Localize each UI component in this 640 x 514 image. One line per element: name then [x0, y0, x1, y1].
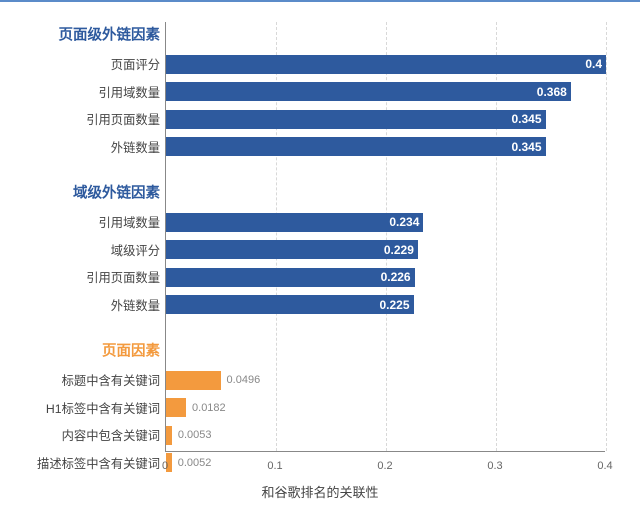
bar-value-label: 0.229: [384, 243, 414, 257]
plot-area: 0.4 0.368 0.345 0.345 0.234 0.229 0.226 0.225 0.…: [165, 22, 605, 452]
bar-category-label: 引用域数量: [99, 213, 161, 231]
bar-category-label: 引用域数量: [99, 83, 161, 101]
bar-category-label: 内容中包含关键词: [62, 426, 160, 444]
bar-value-label: 0.368: [537, 85, 567, 99]
section-header: 页面级外链因素: [59, 24, 161, 45]
x-tick: 0: [162, 460, 168, 472]
gridline: [606, 22, 607, 451]
bar-category-label: 标题中含有关键词: [62, 371, 160, 389]
bar: [166, 82, 571, 101]
bar-row: 0.234: [166, 213, 423, 232]
bar: [166, 371, 221, 390]
bar-row: 0.225: [166, 295, 414, 314]
x-axis-title: 和谷歌排名的关联性: [0, 482, 640, 501]
x-tick: 0.4: [597, 460, 612, 472]
bar-value-label: 0.0052: [178, 457, 212, 469]
bar: [166, 295, 414, 314]
bar-row: 0.226: [166, 268, 415, 287]
section-header: 域级外链因素: [73, 182, 160, 203]
bar-row: 0.345: [166, 137, 546, 156]
bar-value-label: 0.226: [381, 270, 411, 284]
bar: [166, 426, 172, 445]
bar-row: 0.368: [166, 82, 571, 101]
bar-category-label: 外链数量: [111, 296, 160, 314]
section-header: 页面因素: [102, 340, 160, 361]
bar-row: 0.345: [166, 110, 546, 129]
bar: [166, 398, 186, 417]
bar: [166, 55, 606, 74]
bar-row: 0.4: [166, 55, 606, 74]
bar: [166, 240, 418, 259]
x-tick: 0.1: [267, 460, 282, 472]
bar-value-label: 0.234: [389, 215, 419, 229]
bar-category-label: H1标签中含有关键词: [46, 399, 160, 417]
x-tick: 0.2: [377, 460, 392, 472]
x-tick: 0.3: [487, 460, 502, 472]
bar-row: 0.229: [166, 240, 418, 259]
bar-value-label: 0.0182: [192, 402, 226, 414]
bar-value-label: 0.345: [511, 140, 541, 154]
bar-row: 0.0182: [166, 398, 186, 417]
bar-value-label: 0.225: [379, 298, 409, 312]
bar-category-label: 页面评分: [111, 55, 160, 73]
bar-category-label: 描述标签中含有关键词: [37, 454, 160, 472]
bar-category-label: 引用页面数量: [86, 110, 160, 128]
bar-row: 0.0053: [166, 426, 172, 445]
bar: [166, 137, 546, 156]
bar-value-label: 0.0496: [227, 374, 261, 386]
bar-category-label: 引用页面数量: [86, 268, 160, 286]
correlation-chart: 0.4 0.368 0.345 0.345 0.234 0.229 0.226 0.225 0.…: [0, 0, 640, 514]
bar-category-label: 域级评分: [111, 241, 160, 259]
bar-value-label: 0.0053: [178, 429, 212, 441]
bar-value-label: 0.4: [585, 57, 602, 71]
bar: [166, 110, 546, 129]
bar: [166, 213, 423, 232]
bar-row: 0.0496: [166, 371, 221, 390]
bar-value-label: 0.345: [511, 112, 541, 126]
bar-category-label: 外链数量: [111, 138, 160, 156]
bar: [166, 268, 415, 287]
